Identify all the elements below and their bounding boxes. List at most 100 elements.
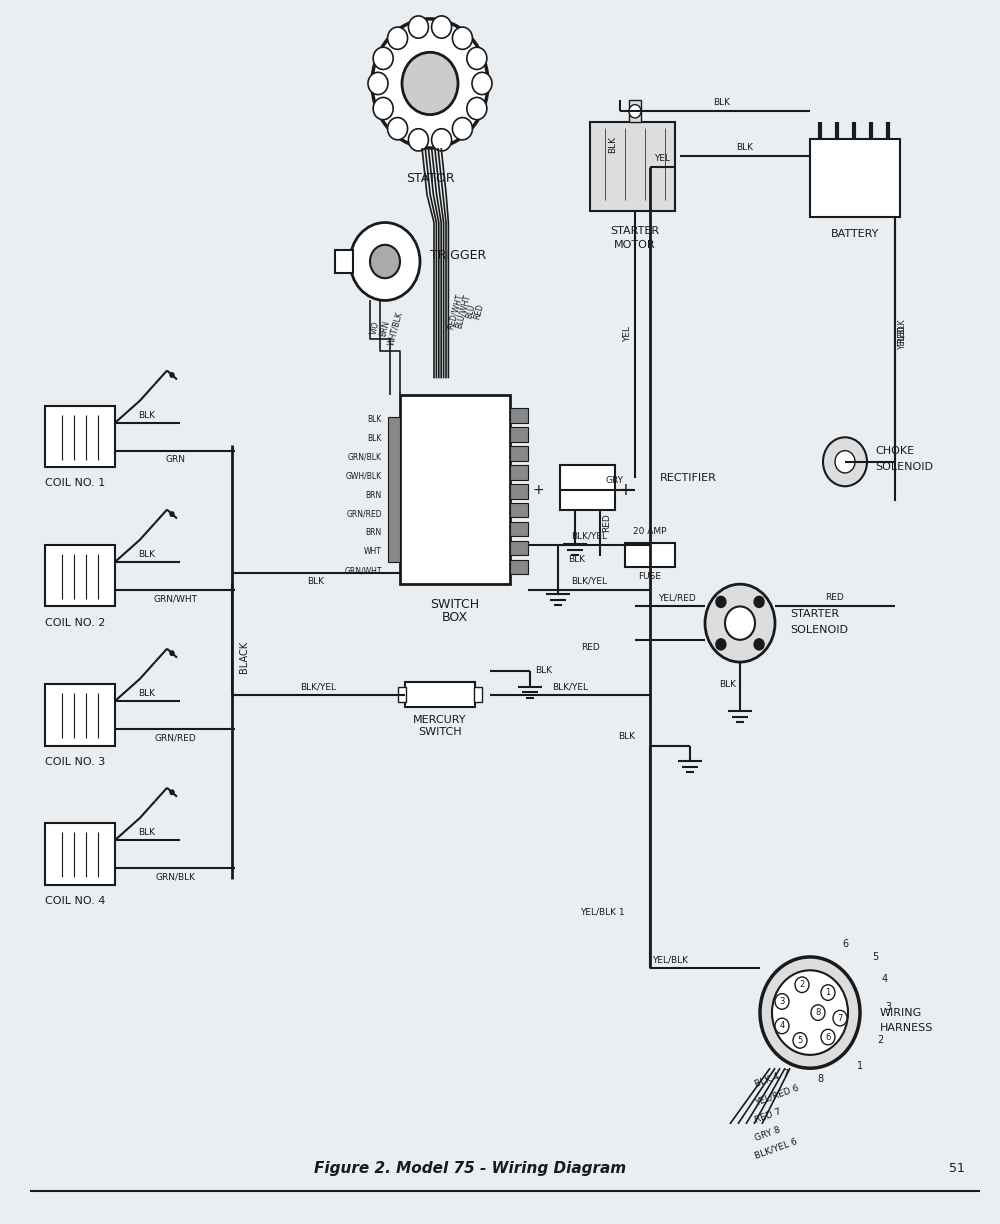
Bar bbox=[510, 503, 528, 518]
Text: CHOKE: CHOKE bbox=[875, 446, 914, 455]
Text: 6: 6 bbox=[825, 1033, 831, 1042]
Text: SOLENOID: SOLENOID bbox=[875, 463, 933, 472]
Bar bbox=[45, 406, 115, 468]
Text: VIO: VIO bbox=[369, 321, 381, 335]
Text: 2: 2 bbox=[799, 980, 805, 989]
Text: BLK/YEL 6: BLK/YEL 6 bbox=[753, 1137, 798, 1160]
Circle shape bbox=[408, 129, 428, 151]
Text: 1: 1 bbox=[857, 1061, 863, 1071]
Text: GRY 8: GRY 8 bbox=[753, 1125, 782, 1142]
Circle shape bbox=[370, 245, 400, 278]
Circle shape bbox=[795, 977, 809, 993]
Text: WHT: WHT bbox=[364, 547, 382, 557]
Text: RED: RED bbox=[602, 514, 612, 532]
Text: GRN/BLK: GRN/BLK bbox=[348, 453, 382, 461]
Circle shape bbox=[408, 16, 428, 38]
Circle shape bbox=[821, 985, 835, 1000]
Bar bbox=[474, 687, 482, 703]
Text: YEL/RED 6: YEL/RED 6 bbox=[753, 1082, 800, 1106]
Text: WHT/BLK: WHT/BLK bbox=[386, 310, 404, 346]
Bar bbox=[625, 543, 675, 568]
Text: YEL: YEL bbox=[624, 326, 633, 341]
Text: BLK: BLK bbox=[618, 732, 635, 741]
Bar bbox=[510, 521, 528, 536]
Text: TRIGGER: TRIGGER bbox=[430, 250, 486, 262]
Text: BLK: BLK bbox=[138, 410, 156, 420]
Circle shape bbox=[472, 72, 492, 94]
Text: 5: 5 bbox=[872, 952, 878, 962]
Bar bbox=[45, 824, 115, 885]
Text: 4: 4 bbox=[779, 1022, 785, 1031]
Text: BLK: BLK bbox=[368, 435, 382, 443]
Bar bbox=[510, 483, 528, 498]
Text: BLK: BLK bbox=[138, 689, 156, 698]
Text: STATOR: STATOR bbox=[406, 173, 454, 186]
Text: RED: RED bbox=[581, 643, 599, 652]
Bar bbox=[510, 559, 528, 574]
Text: YEL/BLK: YEL/BLK bbox=[898, 318, 906, 349]
Bar bbox=[510, 409, 528, 422]
Text: COIL NO. 2: COIL NO. 2 bbox=[45, 618, 105, 628]
Text: 7: 7 bbox=[782, 1069, 788, 1078]
Text: 8: 8 bbox=[817, 1075, 823, 1084]
Text: 7: 7 bbox=[837, 1013, 843, 1022]
Bar bbox=[335, 251, 353, 273]
Text: 5: 5 bbox=[797, 1036, 803, 1045]
Circle shape bbox=[716, 639, 726, 650]
Text: RED: RED bbox=[898, 324, 906, 343]
Text: COIL NO. 3: COIL NO. 3 bbox=[45, 756, 105, 766]
Bar bbox=[810, 140, 900, 217]
Text: BLK: BLK bbox=[568, 556, 585, 564]
Text: BLK: BLK bbox=[608, 136, 618, 153]
Bar bbox=[590, 122, 675, 212]
Circle shape bbox=[835, 450, 855, 472]
Text: GRN/RED: GRN/RED bbox=[346, 509, 382, 519]
Text: SOLENOID: SOLENOID bbox=[790, 624, 848, 635]
Text: RED/WHT: RED/WHT bbox=[446, 293, 464, 330]
Circle shape bbox=[823, 437, 867, 486]
Text: BLK/YEL: BLK/YEL bbox=[552, 682, 588, 692]
Text: BLK/YEL: BLK/YEL bbox=[571, 532, 607, 541]
Circle shape bbox=[821, 1029, 835, 1045]
Text: 3: 3 bbox=[779, 998, 785, 1006]
Text: GRY: GRY bbox=[606, 476, 624, 485]
Text: YEL/BLK: YEL/BLK bbox=[652, 956, 688, 965]
Circle shape bbox=[754, 596, 764, 607]
Text: SWITCH: SWITCH bbox=[430, 597, 480, 611]
Circle shape bbox=[432, 129, 452, 151]
Text: MERCURY: MERCURY bbox=[413, 715, 467, 725]
Text: GRN/WHT: GRN/WHT bbox=[344, 567, 382, 575]
Text: 20 AMP: 20 AMP bbox=[633, 528, 667, 536]
Bar bbox=[405, 682, 475, 706]
Circle shape bbox=[760, 957, 860, 1069]
Circle shape bbox=[705, 584, 775, 662]
Text: 8: 8 bbox=[815, 1009, 821, 1017]
Text: BOX: BOX bbox=[442, 611, 468, 624]
Text: GRN/RED: GRN/RED bbox=[154, 733, 196, 742]
Text: MOTOR: MOTOR bbox=[614, 240, 656, 250]
Circle shape bbox=[467, 48, 487, 70]
Text: BLK: BLK bbox=[720, 679, 736, 689]
Bar bbox=[388, 417, 400, 562]
Circle shape bbox=[629, 104, 641, 118]
Text: BLK 4: BLK 4 bbox=[753, 1072, 781, 1089]
Bar bbox=[45, 545, 115, 606]
Text: STARTER: STARTER bbox=[790, 610, 839, 619]
Bar bbox=[560, 465, 615, 509]
Bar bbox=[510, 541, 528, 556]
Circle shape bbox=[388, 27, 408, 49]
Text: HARNESS: HARNESS bbox=[880, 1023, 933, 1033]
Circle shape bbox=[170, 512, 174, 517]
Circle shape bbox=[775, 1018, 789, 1034]
Circle shape bbox=[833, 1010, 847, 1026]
Text: 2: 2 bbox=[877, 1036, 883, 1045]
Text: 4: 4 bbox=[882, 974, 888, 984]
Text: COIL NO. 4: COIL NO. 4 bbox=[45, 896, 105, 906]
Bar bbox=[629, 100, 641, 122]
Text: BATTERY: BATTERY bbox=[831, 229, 879, 239]
Circle shape bbox=[170, 373, 174, 377]
Text: BLK: BLK bbox=[535, 667, 552, 676]
Text: +: + bbox=[618, 481, 632, 498]
Text: 51: 51 bbox=[949, 1162, 965, 1175]
Circle shape bbox=[716, 596, 726, 607]
